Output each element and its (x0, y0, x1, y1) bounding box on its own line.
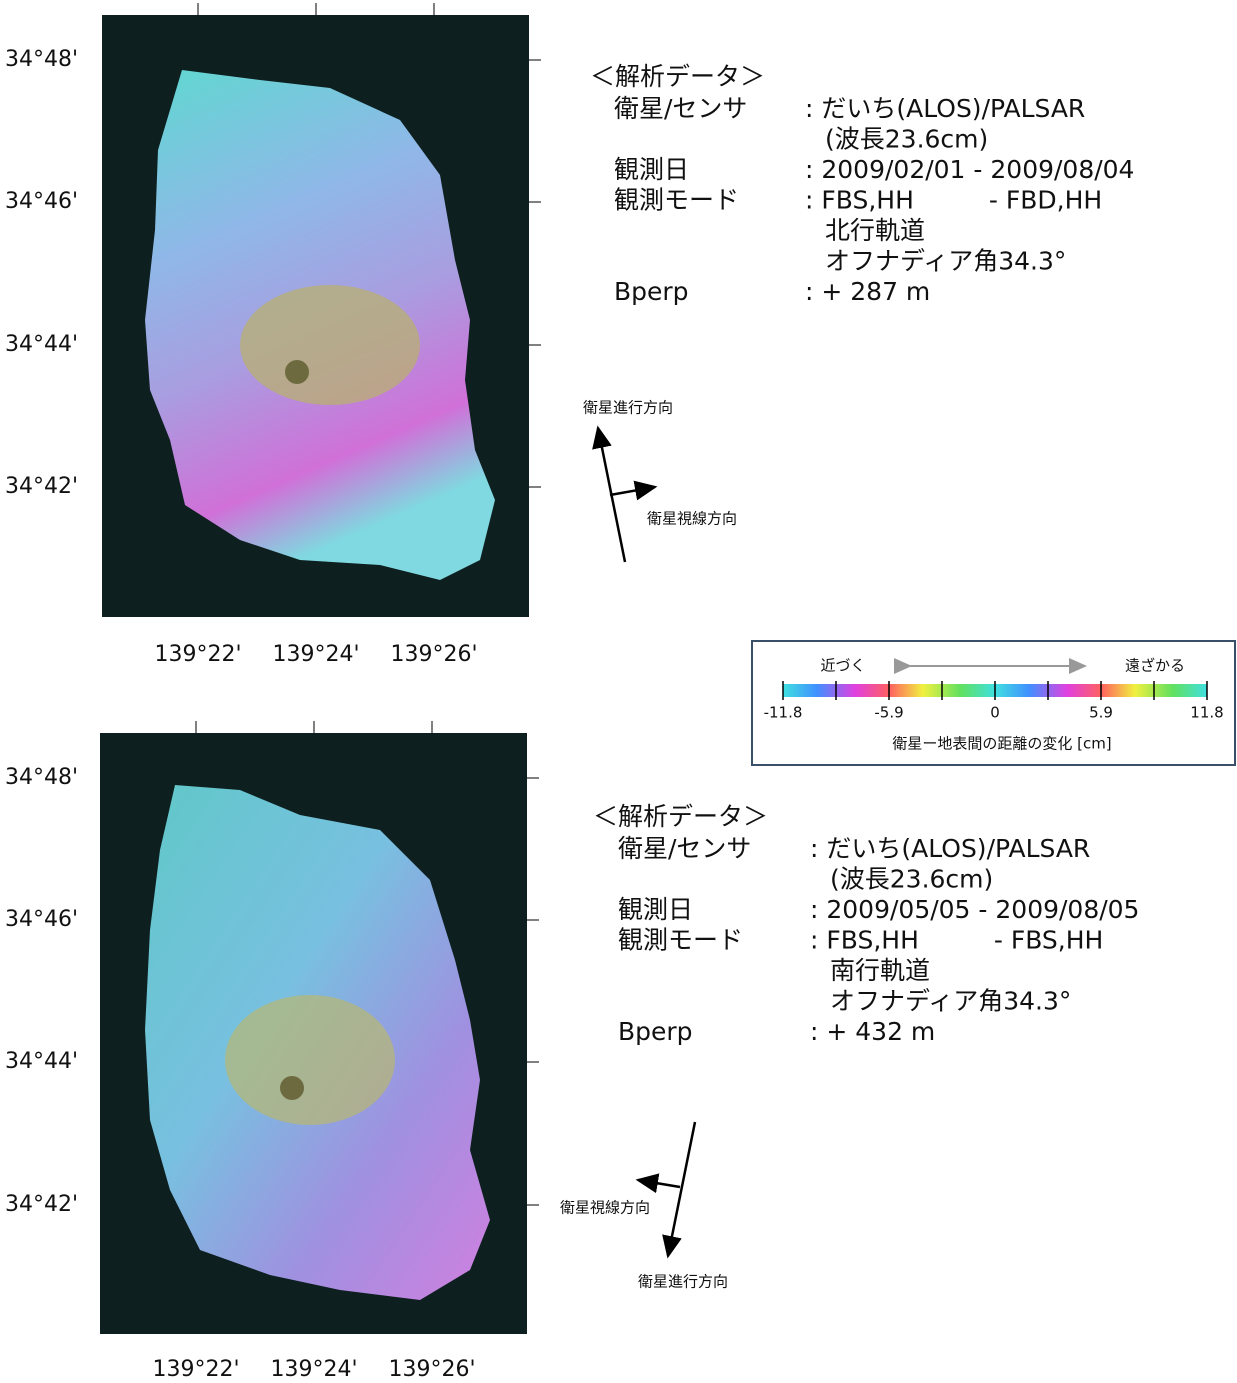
colorbar-tick-label: -5.9 (874, 704, 903, 722)
lat-label: 34°46' (5, 189, 78, 214)
lon-label: 139°26' (388, 1357, 475, 1382)
info-heading: ＜解析データ＞ (593, 802, 768, 831)
info-label: 観測日 (618, 895, 693, 924)
info-value: : FBS,HH - FBS,HH (810, 926, 1103, 955)
colorbar-tick-label: 0 (990, 704, 1000, 722)
info-value-cont: (波長23.6cm) (830, 865, 993, 894)
caldera (225, 995, 395, 1125)
panel: 34°48' 34°46' 34°44' 34°42' 139°22' 139°24' 13… (5, 3, 1135, 667)
info-label: 衛星/センサ (618, 834, 751, 863)
info-value: : 2009/05/05 - 2009/08/05 (810, 895, 1139, 924)
info-label: Bperp (618, 1017, 693, 1046)
info-label: 観測日 (614, 155, 689, 184)
lon-label: 139°22' (152, 1357, 239, 1382)
info-label: 観測モード (618, 926, 743, 955)
colorbar: 近づく 遠ざかる 衛星ー地表間の距離の変化 [cm] -11.8 -5.9 0 5.9… (752, 641, 1235, 765)
info-value-cont: (波長23.6cm) (825, 125, 988, 154)
lat-label: 34°46' (5, 907, 78, 932)
caldera (240, 285, 420, 405)
lon-label: 139°24' (270, 1357, 357, 1382)
near-label: 近づく (820, 657, 865, 675)
info-value: : FBS,HH - FBD,HH (805, 186, 1102, 215)
info-value: : + 432 m (810, 1017, 935, 1046)
flight-label: 衛星進行方向 (638, 1273, 728, 1291)
crater (280, 1076, 304, 1100)
info-label: 観測モード (614, 186, 739, 215)
lat-label: 34°44' (5, 332, 78, 357)
colorbar-tick-label: 5.9 (1089, 704, 1113, 722)
crater (285, 360, 309, 384)
lat-label: 34°42' (5, 1192, 78, 1217)
look-arrow (610, 487, 655, 495)
info-value-cont: 北行軌道 (825, 216, 925, 245)
info-label: Bperp (614, 277, 689, 306)
info-value-cont: 南行軌道 (830, 956, 930, 985)
info-value: : + 287 m (805, 277, 930, 306)
colorbar-tick-label: 11.8 (1190, 704, 1223, 722)
info-value: : だいち(ALOS)/PALSAR (810, 834, 1090, 863)
info-value-cont: オフナディア角34.3° (825, 247, 1066, 276)
info-value: : 2009/02/01 - 2009/08/04 (805, 155, 1134, 184)
lon-label: 139°24' (272, 642, 359, 667)
far-label: 遠ざかる (1125, 657, 1185, 675)
panel: 34°48' 34°46' 34°44' 34°42' 139°22' 139°24' 13… (5, 721, 1140, 1382)
colorbar-caption: 衛星ー地表間の距離の変化 [cm] (892, 735, 1111, 753)
lon-label: 139°22' (154, 642, 241, 667)
lat-label: 34°48' (5, 47, 78, 72)
lat-label: 34°44' (5, 1049, 78, 1074)
look-arrow (638, 1180, 680, 1187)
info-value: : だいち(ALOS)/PALSAR (805, 94, 1085, 123)
figure: 34°48' 34°46' 34°44' 34°42' 139°22' 139°24' 13… (0, 0, 1237, 1383)
lat-label: 34°48' (5, 765, 78, 790)
flight-label: 衛星進行方向 (583, 399, 673, 417)
flight-arrow (668, 1122, 695, 1256)
colorbar-tick-label: -11.8 (764, 704, 803, 722)
look-label: 衛星視線方向 (560, 1199, 650, 1217)
look-label: 衛星視線方向 (647, 510, 737, 528)
info-label: 衛星/センサ (614, 94, 747, 123)
info-value-cont: オフナディア角34.3° (830, 987, 1071, 1016)
lat-label: 34°42' (5, 474, 78, 499)
info-heading: ＜解析データ＞ (590, 62, 765, 91)
lon-label: 139°26' (390, 642, 477, 667)
